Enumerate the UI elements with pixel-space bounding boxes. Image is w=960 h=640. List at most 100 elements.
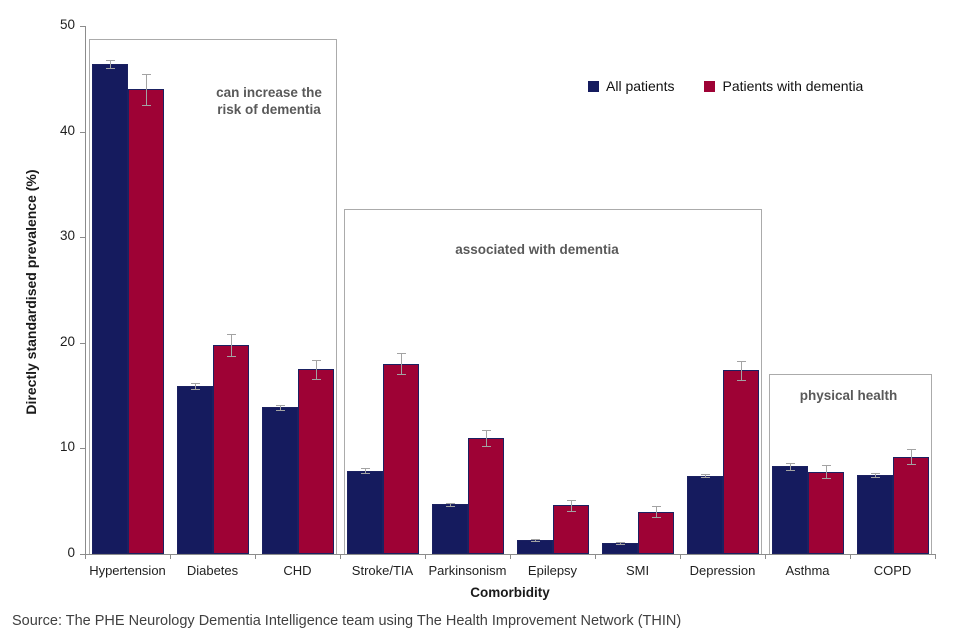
error-bar-all-patients-epilepsy [534, 539, 536, 542]
error-bar-patients-with-dementia-diabetes-cap-top [226, 333, 236, 335]
error-bar-all-patients-copd [874, 472, 876, 477]
source-note: Source: The PHE Neurology Dementia Intel… [12, 613, 682, 629]
error-bar-all-patients-stroke-tia [364, 468, 366, 473]
bar-patients-with-dementia-epilepsy [552, 505, 589, 554]
x-tick [765, 554, 766, 559]
error-bar-all-patients-copd-cap-top [870, 472, 880, 474]
error-bar-patients-with-dementia-copd-cap-bottom [906, 464, 916, 466]
legend-item-patients-with-dementia: Patients with dementia [704, 78, 863, 94]
error-bar-all-patients-smi [619, 542, 621, 545]
error-bar-all-patients-hypertension [109, 60, 111, 68]
error-bar-patients-with-dementia-hypertension-cap-top [141, 73, 151, 75]
error-bar-patients-with-dementia-diabetes-cap-bottom [226, 356, 236, 357]
error-bar-all-patients-chd [279, 404, 281, 410]
legend-swatch-patients-with-dementia [704, 80, 716, 92]
group-bracket-label-line: associated with dementia [455, 241, 619, 257]
y-axis-title: Directly standardised prevalence (%) [23, 169, 39, 415]
x-tick [935, 554, 936, 559]
error-bar-patients-with-dementia-copd [910, 449, 912, 465]
x-category-label: Depression [689, 563, 756, 578]
x-tick [595, 554, 596, 559]
group-bracket-label-line: risk of dementia [217, 101, 321, 117]
x-tick [850, 554, 851, 559]
y-tick [80, 342, 85, 344]
error-bar-all-patients-stroke-tia-cap-bottom [360, 472, 370, 474]
bar-patients-with-dementia-asthma [807, 471, 844, 554]
x-tick [170, 554, 171, 559]
legend: All patients Patients with dementia [588, 78, 863, 94]
error-bar-all-patients-chd-cap-top [275, 404, 285, 406]
y-tick [80, 554, 85, 555]
error-bar-all-patients-parkinsonism-cap-bottom [445, 505, 455, 507]
x-category-label: Asthma [785, 563, 830, 578]
y-tick-label: 50 [59, 17, 75, 32]
x-tick [255, 554, 256, 559]
y-tick-label: 10 [59, 439, 75, 455]
error-bar-all-patients-asthma [789, 463, 791, 470]
x-tick [340, 554, 341, 559]
error-bar-patients-with-dementia-diabetes [230, 333, 232, 356]
x-category-label: Stroke/TIA [351, 563, 414, 578]
bar-all-patients-chd [261, 407, 298, 554]
error-bar-patients-with-dementia-stroke-tia-cap-top [396, 353, 406, 355]
x-tick [510, 554, 511, 559]
y-tick [80, 448, 85, 450]
x-category-label: SMI [625, 563, 650, 578]
error-bar-patients-with-dementia-stroke-tia-cap-bottom [396, 374, 406, 376]
error-bar-all-patients-epilepsy-cap-top [530, 539, 540, 541]
group-bracket-label-line: physical health [799, 388, 898, 404]
bar-all-patients-diabetes [176, 386, 213, 554]
group-bracket-label-line: can increase the [216, 84, 322, 100]
error-bar-all-patients-epilepsy-cap-bottom [530, 541, 540, 543]
error-bar-patients-with-dementia-chd [315, 359, 317, 379]
error-bar-patients-with-dementia-epilepsy [570, 499, 572, 512]
bar-all-patients-asthma [771, 466, 808, 554]
x-tick [680, 554, 681, 559]
legend-swatch-all-patients [588, 80, 599, 92]
x-category-label: Parkinsonism [428, 563, 507, 578]
legend-label-patients-with-dementia: Patients with dementia [722, 78, 864, 94]
bar-patients-with-dementia-chd [297, 369, 334, 554]
error-bar-all-patients-diabetes-cap-top [190, 383, 200, 385]
error-bar-patients-with-dementia-smi-cap-bottom [651, 517, 661, 519]
y-tick-label: 40 [59, 122, 75, 138]
legend-item-all-patients: All patients [588, 78, 674, 94]
error-bar-patients-with-dementia-epilepsy-cap-top [566, 499, 576, 501]
y-tick-label: 20 [59, 333, 75, 349]
error-bar-patients-with-dementia-parkinsonism [485, 429, 487, 446]
error-bar-all-patients-smi-cap-bottom [615, 544, 625, 546]
y-tick [80, 131, 85, 133]
error-bar-all-patients-depression [704, 474, 706, 478]
group-bracket-label-1: can increase the risk of dementia [145, 84, 393, 118]
error-bar-patients-with-dementia-parkinsonism-cap-bottom [481, 445, 491, 447]
error-bar-all-patients-parkinsonism [449, 502, 451, 506]
bar-all-patients-epilepsy [516, 540, 553, 554]
error-bar-patients-with-dementia-hypertension [145, 73, 147, 106]
error-bar-all-patients-hypertension-cap-bottom [105, 67, 115, 69]
group-bracket-label-2: associated with dementia [328, 241, 746, 258]
x-category-label: Epilepsy [527, 563, 578, 578]
error-bar-all-patients-parkinsonism-cap-top [445, 502, 455, 504]
error-bar-all-patients-copd-cap-bottom [870, 476, 880, 478]
x-category-label: Hypertension [89, 563, 166, 578]
y-tick [80, 237, 85, 239]
bar-patients-with-dementia-smi [637, 511, 674, 554]
error-bar-patients-with-dementia-copd-cap-top [906, 449, 916, 451]
error-bar-all-patients-depression-cap-bottom [700, 477, 710, 479]
error-bar-patients-with-dementia-asthma-cap-top [821, 464, 831, 466]
x-tick [85, 554, 86, 559]
error-bar-all-patients-hypertension-cap-top [105, 60, 115, 62]
x-category-label: COPD [873, 563, 912, 578]
bar-patients-with-dementia-hypertension [127, 89, 164, 554]
x-category-label: CHD [283, 563, 312, 578]
error-bar-patients-with-dementia-asthma [825, 464, 827, 479]
bar-patients-with-dementia-depression [722, 370, 759, 554]
error-bar-patients-with-dementia-smi-cap-top [651, 506, 661, 508]
error-bar-all-patients-depression-cap-top [700, 474, 710, 476]
error-bar-patients-with-dementia-epilepsy-cap-bottom [566, 511, 576, 513]
bar-all-patients-hypertension [91, 64, 128, 554]
bar-all-patients-depression [686, 475, 723, 554]
bar-all-patients-stroke-tia [346, 470, 383, 554]
error-bar-patients-with-dementia-asthma-cap-bottom [821, 478, 831, 480]
y-tick-label: 30 [59, 228, 75, 244]
